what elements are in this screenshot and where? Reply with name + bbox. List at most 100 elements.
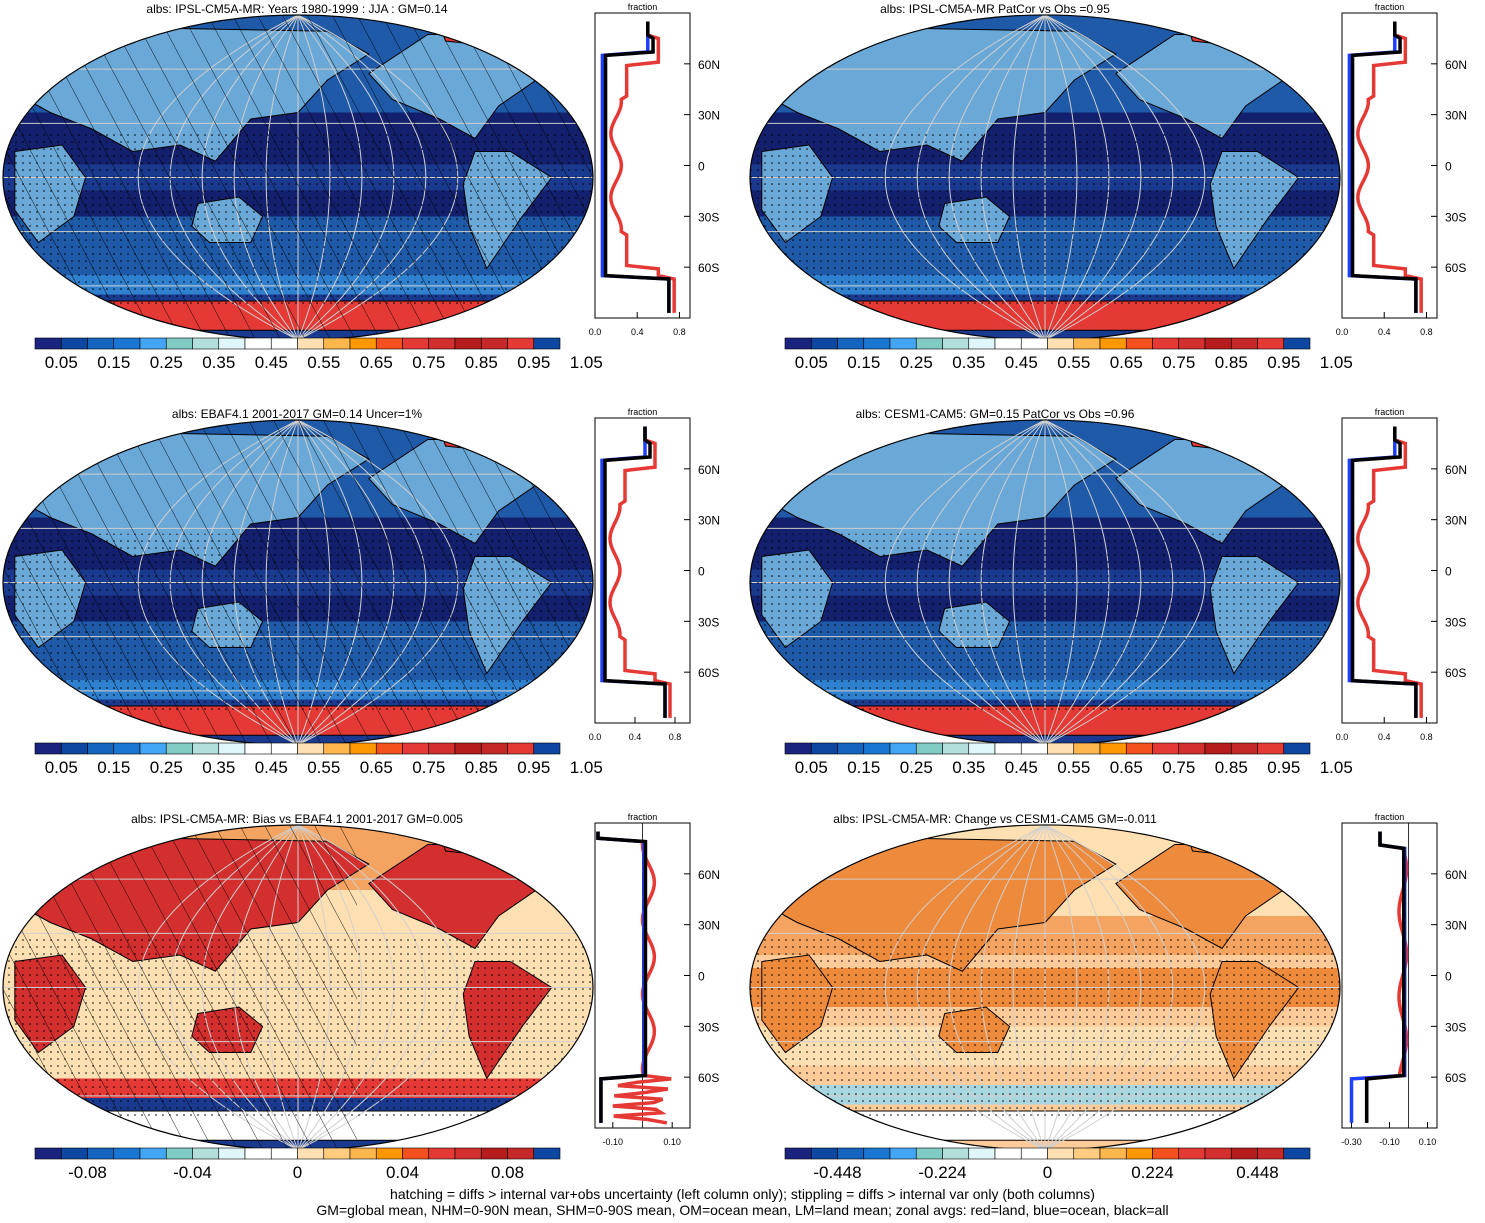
colorbar-swatch [1204, 337, 1232, 350]
colorbar-swatch [165, 1147, 193, 1160]
colorbar-swatch [218, 337, 246, 350]
colorbar-label: 0.65 [360, 353, 393, 372]
lat-tick-label: 30S [698, 210, 719, 224]
colorbar-swatch [297, 337, 325, 350]
lat-tick-label: 30N [698, 514, 720, 528]
zonal-x-tick-label: 0.0 [589, 327, 602, 337]
zonal-title: fraction [1375, 2, 1405, 12]
colorbar-swatch [375, 742, 403, 755]
colorbar-swatch [139, 337, 167, 350]
colorbar-swatch [165, 742, 193, 755]
zonal-x-tick-label: 0.4 [1378, 327, 1391, 337]
panel-title: albs: IPSL-CM5A-MR PatCor vs Obs =0.95 [880, 2, 1110, 16]
colorbar-swatch [889, 1147, 917, 1160]
stippling-overlay [750, 128, 1340, 308]
lat-tick-label: 60N [1445, 463, 1467, 477]
colorbar-swatch [1073, 742, 1101, 755]
colorbar-label: 0.25 [900, 758, 933, 777]
colorbar-label: 0.04 [386, 1163, 419, 1182]
panel-4: albs: CESM1-CAM5: GM=0.15 PatCor vs Obs … [749, 407, 1467, 777]
colorbar-swatch [1257, 742, 1285, 755]
colorbar-swatch [1125, 337, 1153, 350]
colorbar-label: 0.448 [1236, 1163, 1279, 1182]
zonal-series-all [1350, 426, 1418, 718]
lat-tick-label: 30N [698, 109, 720, 123]
colorbar-swatch [810, 742, 838, 755]
colorbar-swatch [34, 742, 62, 755]
colorbar-swatch [375, 337, 403, 350]
colorbar-label: 0.65 [360, 758, 393, 777]
lat-tick-label: 30S [1445, 615, 1466, 629]
colorbar-swatch [994, 337, 1022, 350]
colorbar-swatch [87, 1147, 115, 1160]
colorbar-swatch [1047, 1147, 1075, 1160]
colorbar-swatch [994, 1147, 1022, 1160]
colorbar-swatch [454, 1147, 482, 1160]
zonal-series-land [1356, 426, 1423, 718]
zonal-series-ocean [1347, 21, 1418, 313]
colorbar-label: 0.95 [517, 353, 550, 372]
colorbar-label: -0.04 [173, 1163, 212, 1182]
colorbar-swatch [837, 1147, 865, 1160]
colorbar-swatch [1099, 337, 1127, 350]
colorbar-swatch [1283, 1147, 1311, 1160]
colorbar-label: 0.85 [1215, 353, 1248, 372]
panel-6: albs: IPSL-CM5A-MR: Change vs CESM1-CAM5… [749, 812, 1467, 1182]
panel-2: albs: IPSL-CM5A-MR PatCor vs Obs =0.95 0.… [749, 2, 1467, 372]
colorbar-label: 0.85 [465, 758, 498, 777]
colorbar-swatch [34, 337, 62, 350]
colorbar-label: 1.05 [1320, 353, 1353, 372]
lat-tick-label: 30N [1445, 919, 1467, 933]
colorbar-label: 0.65 [1110, 758, 1143, 777]
lat-tick-label: 60S [1445, 666, 1466, 680]
colorbar-swatch [165, 337, 193, 350]
zonal-title: fraction [1375, 407, 1405, 417]
colorbar-label: 0.35 [952, 353, 985, 372]
colorbar-swatch [942, 1147, 970, 1160]
colorbar-swatch [810, 337, 838, 350]
zonal-title: fraction [628, 812, 658, 822]
colorbar-label: 0.25 [150, 353, 183, 372]
colorbar-swatch [87, 337, 115, 350]
colorbar-swatch [784, 742, 812, 755]
colorbar-swatch [1073, 1147, 1101, 1160]
lat-tick-label: 60N [1445, 868, 1467, 882]
colorbar-label: 0.15 [97, 758, 130, 777]
colorbar-swatch [480, 742, 508, 755]
lat-tick-label: 0 [1445, 160, 1452, 174]
colorbar-swatch [784, 337, 812, 350]
colorbar-swatch [218, 742, 246, 755]
colorbar-swatch [402, 337, 430, 350]
colorbar-swatch [968, 337, 996, 350]
zonal-x-tick-label: 0.8 [1420, 732, 1433, 742]
lat-tick-label: 60N [1445, 58, 1467, 72]
colorbar-swatch [402, 1147, 430, 1160]
zonal-x-tick-label: 0.10 [663, 1137, 681, 1147]
colorbar-swatch [113, 742, 141, 755]
colorbar-label: 0.95 [1267, 353, 1300, 372]
zonal-frame [594, 417, 691, 724]
lat-tick-label: 60N [698, 868, 720, 882]
lat-tick-label: 0 [698, 565, 705, 579]
colorbar-swatch [349, 742, 377, 755]
colorbar-swatch [863, 742, 891, 755]
colorbar-swatch [139, 1147, 167, 1160]
colorbar-swatch [297, 1147, 325, 1160]
colorbar-swatch [915, 742, 943, 755]
zonal-frame [594, 12, 691, 319]
colorbar-swatch [60, 337, 88, 350]
colorbar-swatch [1125, 742, 1153, 755]
colorbar-swatch [507, 337, 535, 350]
colorbar-swatch [1152, 1147, 1180, 1160]
colorbar-swatch [1152, 337, 1180, 350]
colorbar-swatch [533, 1147, 561, 1160]
lat-tick-label: 30S [698, 615, 719, 629]
colorbar-swatch [139, 742, 167, 755]
colorbar-swatch [480, 1147, 508, 1160]
colorbar-swatch [244, 1147, 272, 1160]
map-border [749, 14, 1341, 341]
colorbar-label: -0.448 [813, 1163, 861, 1182]
colorbar-label: 0.05 [795, 353, 828, 372]
colorbar-swatch [454, 742, 482, 755]
lat-tick-label: 60S [1445, 1071, 1466, 1085]
